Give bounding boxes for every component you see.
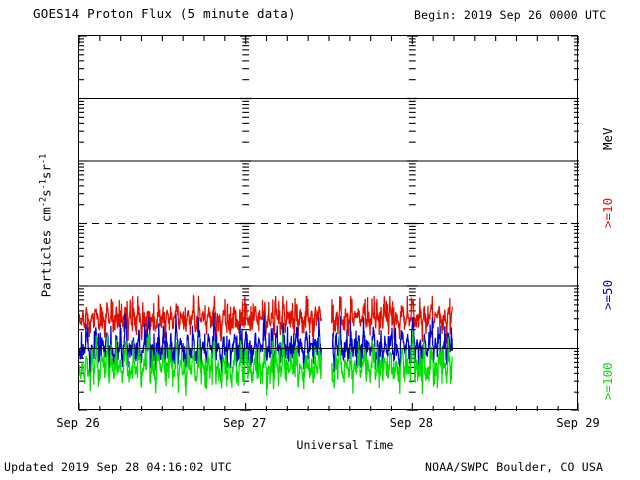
plot-area (78, 35, 579, 411)
y-axis-title: Particles cm-2s-1sr-1 (38, 96, 53, 356)
x-axis-title: Universal Time (0, 438, 640, 452)
legend-units-mev: MeV (600, 127, 615, 150)
plot-canvas (79, 36, 579, 411)
y-axis-title-base: Particles cm (38, 207, 54, 298)
legend-item-ge50: >=50 (600, 279, 615, 310)
x-axis-title-text: Universal Time (296, 438, 394, 452)
x-tick-label-3: Sep 29 (556, 416, 600, 430)
updated-timestamp: Updated 2019 Sep 28 04:16:02 UTC (4, 460, 232, 474)
y-axis-title-mid: s (38, 189, 54, 197)
y-axis-title-sup1: -2 (38, 196, 49, 208)
source-attribution: NOAA/SWPC Boulder, CO USA (425, 460, 604, 474)
flux-trace--100-mev (79, 330, 453, 397)
chart-title: GOES14 Proton Flux (5 minute data) (33, 6, 296, 21)
y-axis-title-sup3: -1 (38, 153, 49, 164)
x-tick-label-1: Sep 27 (222, 416, 267, 430)
flux-plot-svg (79, 36, 579, 411)
y-axis-title-sup2: -1 (38, 179, 49, 190)
legend-item-ge100: >=100 (600, 362, 615, 400)
x-tick-label-0: Sep 26 (56, 416, 100, 430)
begin-time-label: Begin: 2019 Sep 26 0000 UTC (414, 8, 607, 22)
flux-trace--10-mev (79, 293, 453, 344)
legend-item-ge10: >=10 (600, 197, 615, 228)
y-axis-title-mid2: sr (38, 164, 54, 180)
x-tick-label-2: Sep 28 (389, 416, 434, 430)
